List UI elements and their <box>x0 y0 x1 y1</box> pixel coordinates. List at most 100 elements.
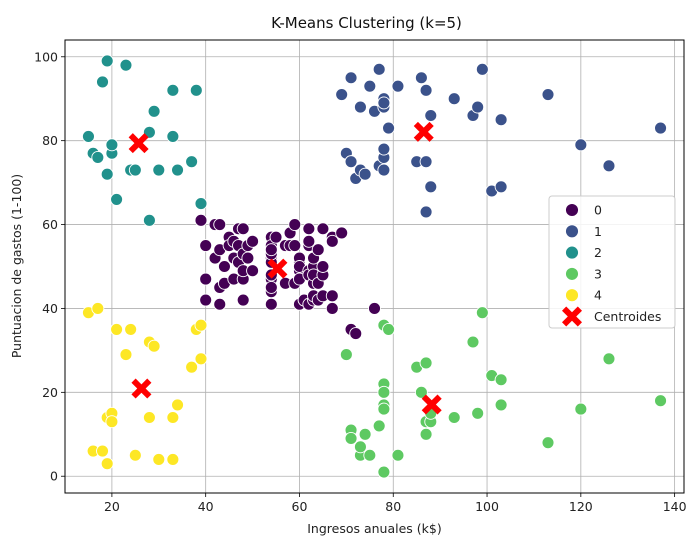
x-tick-label: 20 <box>104 499 120 514</box>
cluster-0-point <box>302 222 316 236</box>
cluster-3-point <box>574 402 588 416</box>
cluster-2-point <box>100 54 114 68</box>
cluster-0-point <box>288 239 302 252</box>
x-tick-label: 80 <box>385 499 401 514</box>
cluster-3-point <box>419 427 433 441</box>
y-tick-label: 20 <box>42 385 58 400</box>
cluster-2-point <box>142 213 156 227</box>
centroid-markers <box>128 121 442 415</box>
cluster-4-point <box>194 352 208 366</box>
cluster-0-point <box>236 293 250 307</box>
cluster-3-point <box>541 436 555 450</box>
cluster-2-point <box>96 75 109 89</box>
cluster-4-point <box>152 452 166 466</box>
cluster-1-point <box>654 121 668 135</box>
cluster-2-point <box>91 150 105 164</box>
x-axis-label: Ingresos anuales (k$) <box>307 521 442 536</box>
cluster-3-point <box>419 356 433 370</box>
centroid-marker <box>413 121 434 142</box>
y-tick-label: 0 <box>50 469 58 484</box>
cluster-2-point <box>185 155 199 169</box>
cluster-0-point <box>311 243 325 257</box>
cluster-1-point <box>419 155 433 169</box>
cluster-4-point <box>100 457 114 471</box>
cluster-1-point <box>372 62 386 76</box>
cluster-3-point <box>466 335 480 349</box>
cluster-3-point <box>602 352 616 366</box>
cluster-3-point <box>654 394 668 408</box>
cluster-0-point <box>236 222 250 236</box>
legend-marker <box>565 266 579 281</box>
cluster-0-point <box>316 260 330 273</box>
cluster-1-point <box>541 88 555 101</box>
cluster-1-point <box>574 138 588 152</box>
legend-marker <box>565 288 579 303</box>
cluster-3-point <box>475 306 489 320</box>
cluster-1-point <box>419 205 433 219</box>
legend-marker <box>565 245 579 260</box>
centroid-marker <box>421 394 442 415</box>
cluster-4-point <box>91 301 105 315</box>
cluster-3-point <box>471 406 485 420</box>
cluster-2-point <box>194 197 208 211</box>
cluster-2-point <box>110 192 124 206</box>
y-axis-label: Puntuacion de gastos (1-100) <box>9 174 24 358</box>
cluster-2-point <box>81 130 95 143</box>
cluster-4-point <box>128 448 142 462</box>
cluster-1-point <box>475 62 489 76</box>
cluster-1-point <box>344 155 358 169</box>
x-tick-label: 120 <box>569 499 593 514</box>
cluster-0-point <box>199 272 213 286</box>
cluster-1-point <box>414 71 428 85</box>
cluster-1-point <box>424 180 438 194</box>
data-points <box>81 54 668 479</box>
cluster-0-point <box>217 260 231 273</box>
cluster-0-point <box>325 289 339 303</box>
cluster-1-point <box>377 163 391 177</box>
cluster-1-point <box>494 180 508 194</box>
cluster-4-point <box>96 444 109 458</box>
cluster-3-point <box>339 348 353 362</box>
cluster-0-point <box>264 297 278 311</box>
x-tick-label: 140 <box>663 499 687 514</box>
legend-label: Centroides <box>594 309 661 324</box>
cluster-4-point <box>142 411 156 424</box>
cluster-1-point <box>602 159 616 173</box>
cluster-4-point <box>105 415 119 429</box>
cluster-3-point <box>391 448 405 462</box>
cluster-1-point <box>494 113 508 127</box>
x-tick-label: 100 <box>475 499 499 514</box>
cluster-2-point <box>166 130 180 143</box>
legend-marker <box>565 224 579 239</box>
cluster-0-point <box>246 234 260 248</box>
y-tick-label: 80 <box>42 133 58 148</box>
cluster-0-point <box>335 226 349 240</box>
cluster-2-point <box>100 167 114 181</box>
cluster-0-point <box>194 213 208 227</box>
cluster-3-point <box>363 448 377 462</box>
cluster-2-point <box>128 163 142 177</box>
cluster-1-point <box>363 79 377 93</box>
cluster-3-point <box>344 432 358 445</box>
cluster-2-point <box>166 83 180 97</box>
cluster-4-point <box>166 411 180 424</box>
y-tick-label: 40 <box>42 301 58 316</box>
cluster-1-point <box>358 167 372 181</box>
cluster-0-point <box>199 293 213 307</box>
cluster-2-point <box>171 163 184 177</box>
cluster-0-point <box>199 239 213 252</box>
cluster-0-point <box>264 281 278 294</box>
cluster-0-point <box>349 327 363 341</box>
cluster-1-point <box>447 92 461 106</box>
cluster-0-point <box>241 251 255 265</box>
y-tick-label: 100 <box>34 49 58 64</box>
cluster-1-point <box>344 71 358 85</box>
legend: 0 1 2 3 4 Centroides <box>548 195 676 329</box>
cluster-1-point <box>471 100 485 114</box>
legend-marker <box>562 306 582 327</box>
y-tick-label: 60 <box>42 217 58 232</box>
cluster-0-point <box>213 218 227 232</box>
x-tick-label: 60 <box>292 499 308 514</box>
cluster-0-point <box>246 264 260 278</box>
